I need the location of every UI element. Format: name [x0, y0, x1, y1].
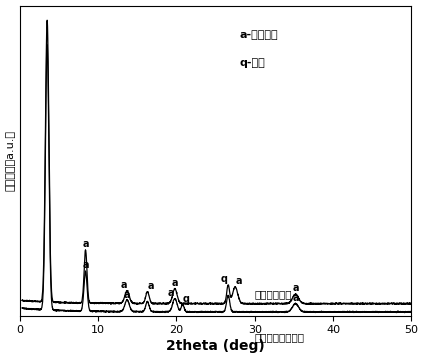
Text: a-凹凸棒石: a-凹凸棒石 — [239, 31, 278, 40]
Text: a: a — [167, 288, 174, 298]
Text: q: q — [221, 274, 228, 284]
Text: a: a — [121, 280, 127, 290]
Text: a: a — [292, 283, 299, 293]
Text: a: a — [147, 281, 154, 291]
Text: a: a — [124, 290, 130, 300]
Text: a: a — [236, 276, 243, 286]
Text: a: a — [82, 239, 89, 250]
Text: q: q — [183, 294, 190, 304]
Text: 凹凸棒石黏土原矿: 凹凸棒石黏土原矿 — [255, 332, 305, 342]
X-axis label: 2theta (deg): 2theta (deg) — [166, 340, 265, 354]
Text: a: a — [172, 278, 178, 288]
Text: 纳米凹凸棒石: 纳米凹凸棒石 — [255, 289, 292, 299]
Y-axis label: 相对强度（a.u.）: 相对强度（a.u.） — [6, 130, 16, 191]
Text: a: a — [292, 293, 299, 303]
Text: q-石英: q-石英 — [239, 58, 265, 68]
Text: a: a — [82, 260, 89, 270]
